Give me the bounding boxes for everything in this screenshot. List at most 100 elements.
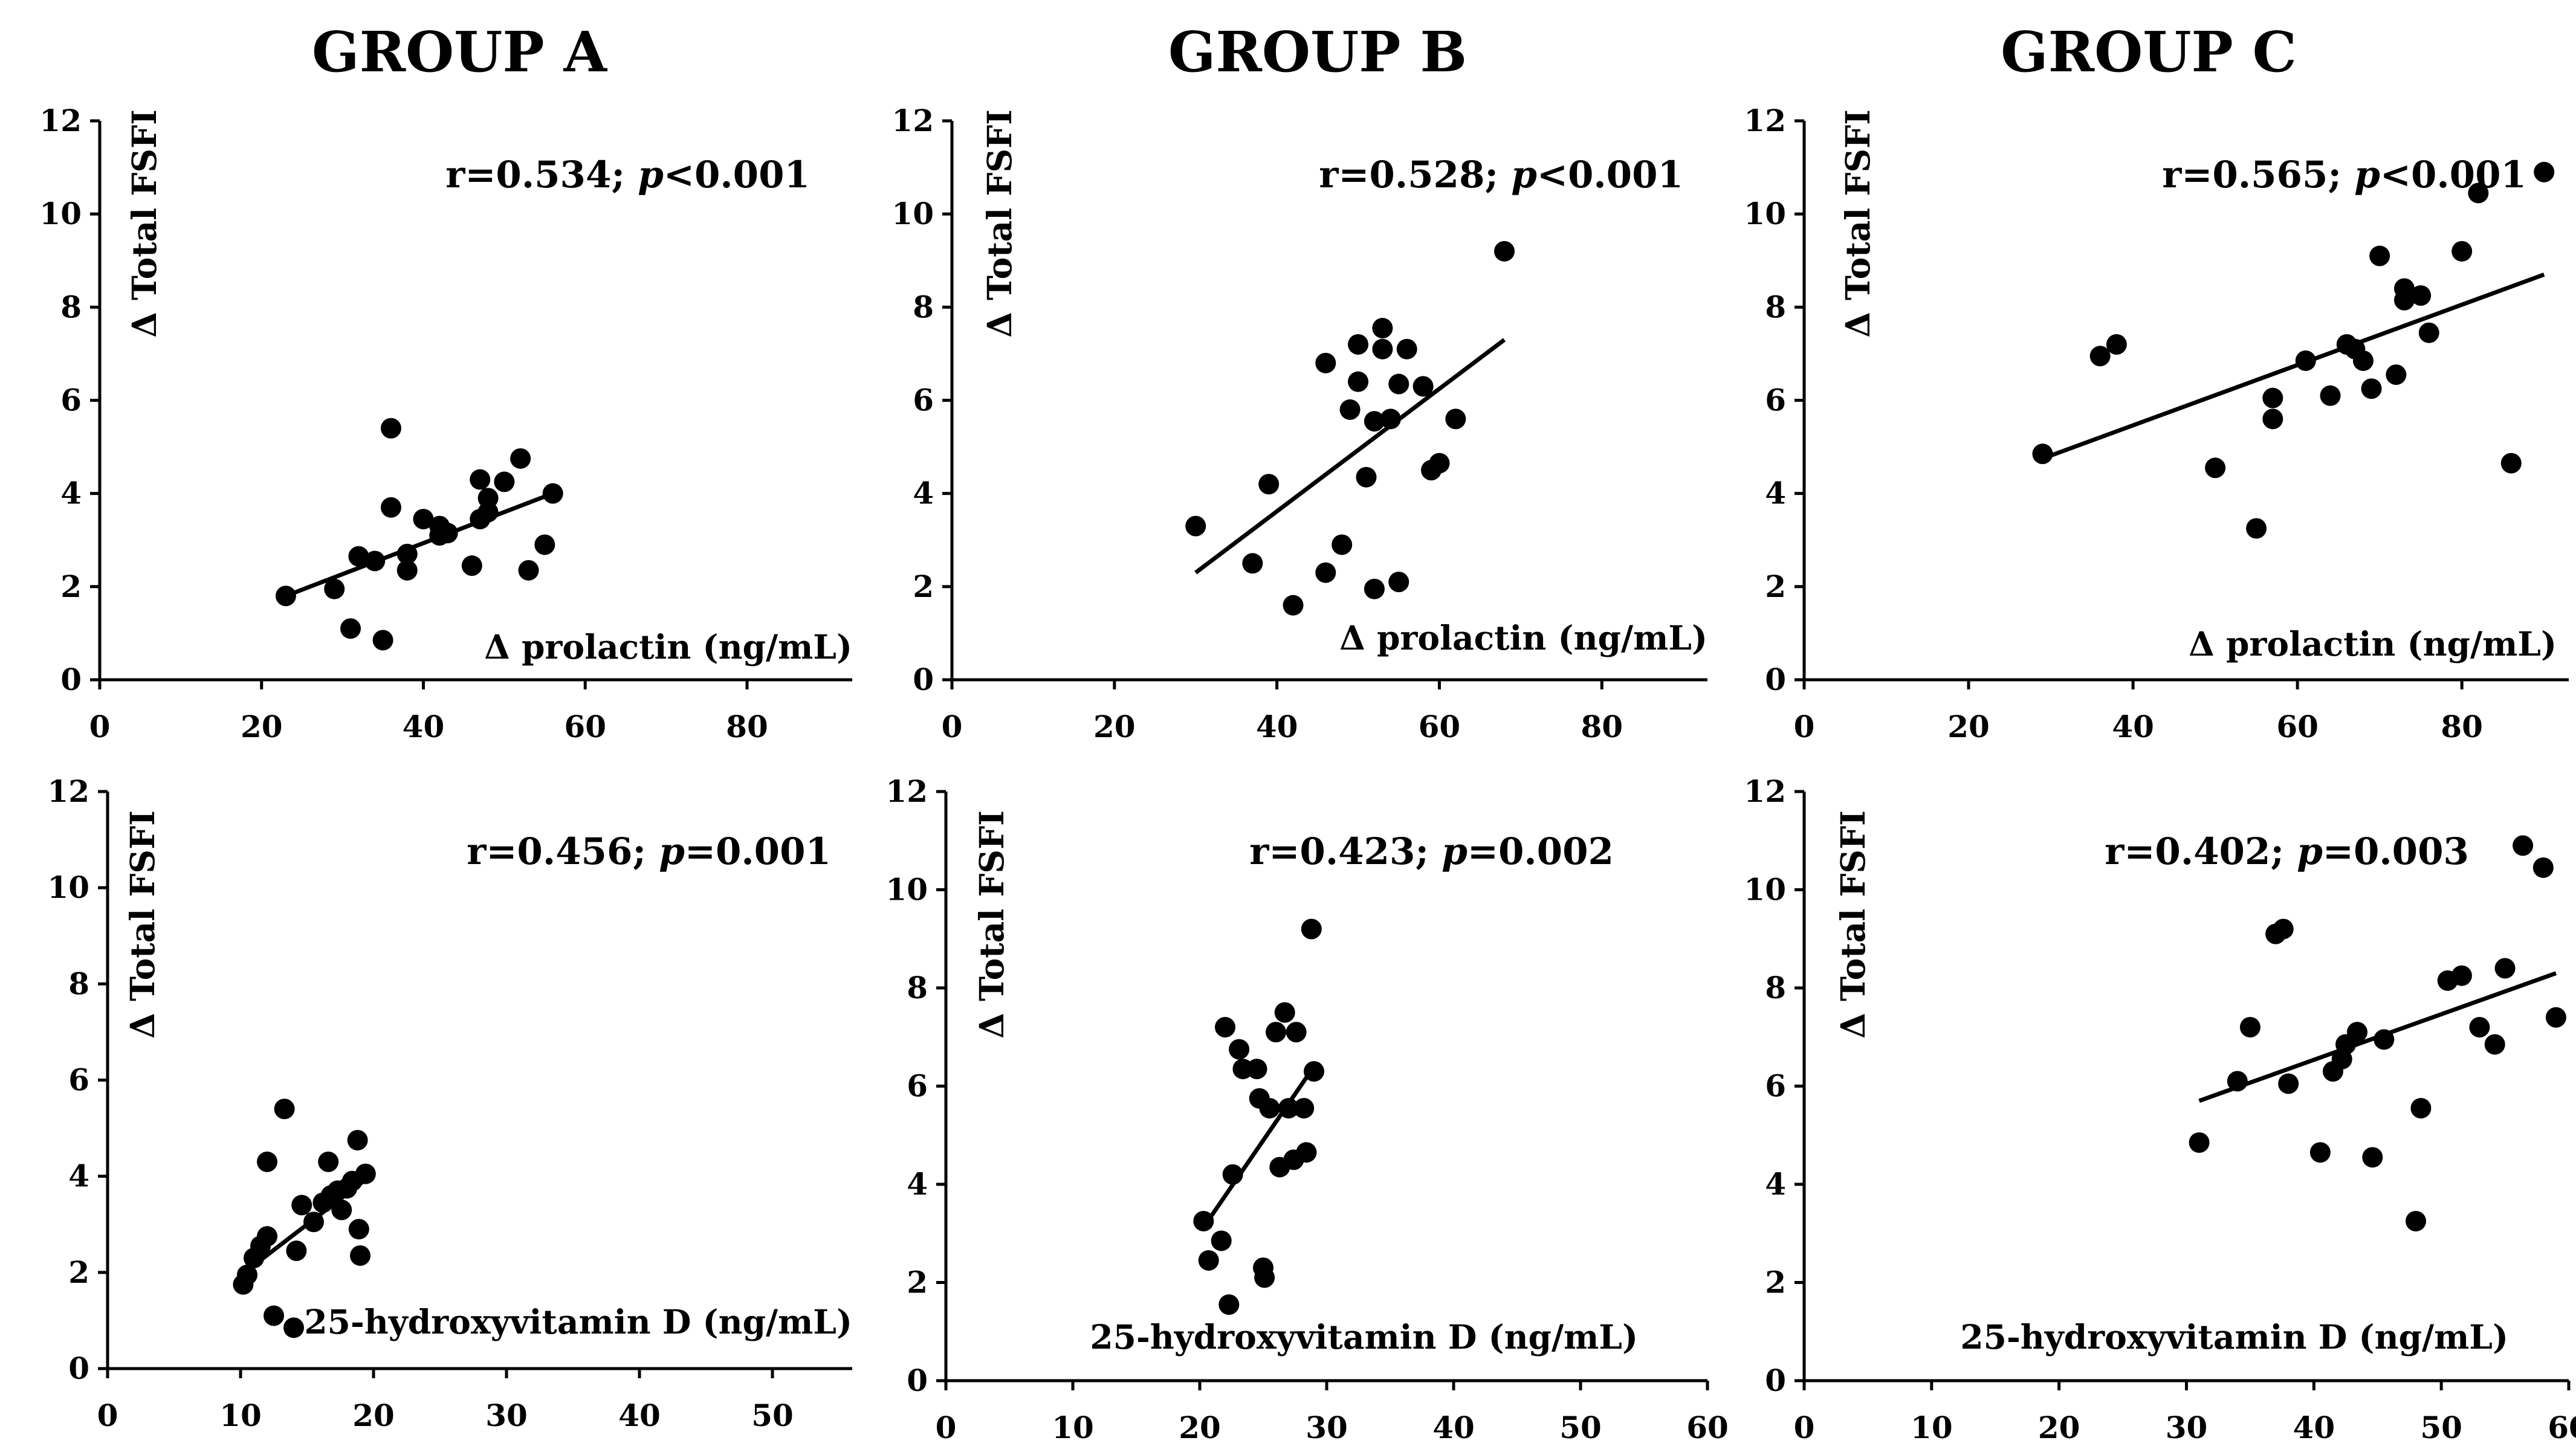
correlation-p-symbol: p: [2354, 153, 2380, 196]
data-point: [355, 1163, 376, 1184]
data-point: [331, 1199, 352, 1221]
data-point: [2532, 857, 2554, 878]
data-point: [413, 509, 434, 530]
data-point: [1364, 411, 1385, 432]
data-point: [2295, 350, 2316, 371]
y-tick-label: 4: [60, 476, 82, 511]
data-point: [2534, 161, 2555, 182]
data-point: [510, 448, 531, 469]
data-point: [2451, 965, 2472, 986]
data-point: [1218, 1294, 1240, 1315]
correlation-label: r=0.528; p<0.001: [1319, 153, 1683, 196]
data-point: [1372, 338, 1393, 360]
x-tick-label: 50: [751, 1398, 794, 1433]
data-point: [1348, 334, 1369, 355]
x-tick-label: 0: [1794, 1410, 1815, 1445]
data-point: [2500, 453, 2522, 474]
y-tick-label: 0: [60, 662, 82, 697]
x-tick-label: 20: [1179, 1410, 1221, 1445]
data-point: [283, 1317, 304, 1338]
x-tick-label: 60: [564, 709, 606, 744]
x-axis-label: Δ prolactin (ng/mL): [2189, 624, 2557, 663]
data-point: [1266, 1022, 1286, 1043]
correlation-p-value: =0.001: [685, 830, 831, 873]
y-tick-label: 2: [60, 569, 82, 604]
data-point: [1242, 553, 1263, 574]
x-tick-label: 80: [1581, 709, 1623, 744]
x-tick-label: 0: [97, 1398, 118, 1433]
data-point: [2369, 245, 2390, 266]
y-axis-label: Δ Total FSFI: [123, 810, 162, 1039]
data-point: [2362, 1147, 2383, 1168]
regression-line: [285, 491, 554, 598]
correlation-p-value: =0.002: [1468, 830, 1614, 873]
correlation-r: r=0.423;: [1249, 830, 1442, 873]
data-point: [2309, 1142, 2331, 1163]
data-point: [1429, 453, 1450, 474]
data-point: [542, 483, 563, 504]
data-point: [1301, 918, 1322, 940]
y-tick-label: 6: [1765, 382, 1786, 418]
data-point: [2406, 1210, 2426, 1231]
data-point: [257, 1151, 277, 1172]
data-point: [347, 1129, 368, 1150]
data-point: [1215, 1017, 1235, 1037]
x-tick-label: 60: [1686, 1410, 1729, 1445]
x-tick-label: 0: [89, 709, 111, 744]
correlation-p-value: <0.001: [2380, 153, 2526, 196]
x-axis-label: Δ prolactin (ng/mL): [484, 627, 852, 666]
x-tick-label: 10: [219, 1398, 262, 1433]
data-point: [1396, 338, 1417, 360]
data-point: [396, 560, 418, 581]
data-point: [2320, 385, 2341, 406]
data-point: [2545, 1007, 2566, 1028]
y-axis-label: Δ Total FSFI: [1838, 109, 1877, 338]
scatter-panel-2: 0 2 4 6 8 10 12 0 20 40 60 80 r=0.528; p<0.001 Δ prol…: [892, 103, 1707, 744]
data-point: [1413, 376, 1434, 397]
correlation-p-symbol: p: [638, 153, 664, 196]
data-point: [1339, 399, 1361, 420]
x-axis-label: 25-hydroxyvitamin D (ng/mL): [1960, 1317, 2508, 1357]
data-point: [275, 586, 296, 607]
data-point: [1185, 515, 1206, 537]
correlation-r: r=0.565;: [2162, 153, 2354, 196]
data-point: [372, 630, 393, 651]
data-point: [303, 1211, 324, 1233]
correlation-p-value: =0.003: [2323, 830, 2469, 873]
x-tick-label: 20: [352, 1398, 395, 1433]
data-point: [2418, 322, 2439, 343]
regression-line: [2042, 273, 2545, 461]
data-point: [1283, 595, 1304, 616]
data-point: [1356, 466, 1377, 488]
data-point: [2089, 346, 2111, 367]
data-point: [348, 1219, 369, 1240]
correlation-p-symbol: p: [1511, 153, 1537, 196]
data-point: [1286, 1022, 1307, 1043]
data-point: [1246, 1059, 1267, 1080]
data-point: [1372, 318, 1393, 339]
x-tick-label: 20: [1093, 709, 1136, 744]
y-tick-label: 6: [907, 1068, 928, 1104]
data-point: [1193, 1210, 1214, 1231]
data-point: [2374, 1029, 2395, 1050]
group-b-title: GROUP B: [1168, 19, 1467, 85]
correlation-r: r=0.402;: [2105, 830, 2297, 873]
data-point: [1315, 562, 1336, 583]
x-tick-label: 60: [2548, 1410, 2576, 1445]
scatter-panel-6: 0 2 4 6 8 10 12 0 10 20 30 40 50 60 r=0.402; p=0.003 25…: [1744, 773, 2576, 1445]
scatter-panel-1: 0 2 4 6 8 10 12 0 20 40 60 80 r=0.534; p<0.001 Δ prol…: [39, 103, 852, 744]
data-point: [1388, 572, 1409, 593]
y-tick-label: 4: [1765, 476, 1786, 511]
data-point: [1258, 474, 1280, 495]
data-point: [2262, 408, 2283, 430]
correlation-p-value: <0.001: [1537, 153, 1683, 196]
x-tick-label: 40: [403, 709, 445, 744]
y-tick-label: 2: [907, 1265, 928, 1300]
y-tick-label: 4: [907, 1166, 928, 1202]
y-tick-label: 10: [1744, 872, 1786, 908]
x-tick-label: 40: [618, 1398, 661, 1433]
data-point: [2468, 182, 2489, 204]
y-tick-label: 4: [68, 1158, 89, 1194]
data-point: [2205, 457, 2226, 479]
y-tick-label: 0: [907, 1363, 928, 1398]
